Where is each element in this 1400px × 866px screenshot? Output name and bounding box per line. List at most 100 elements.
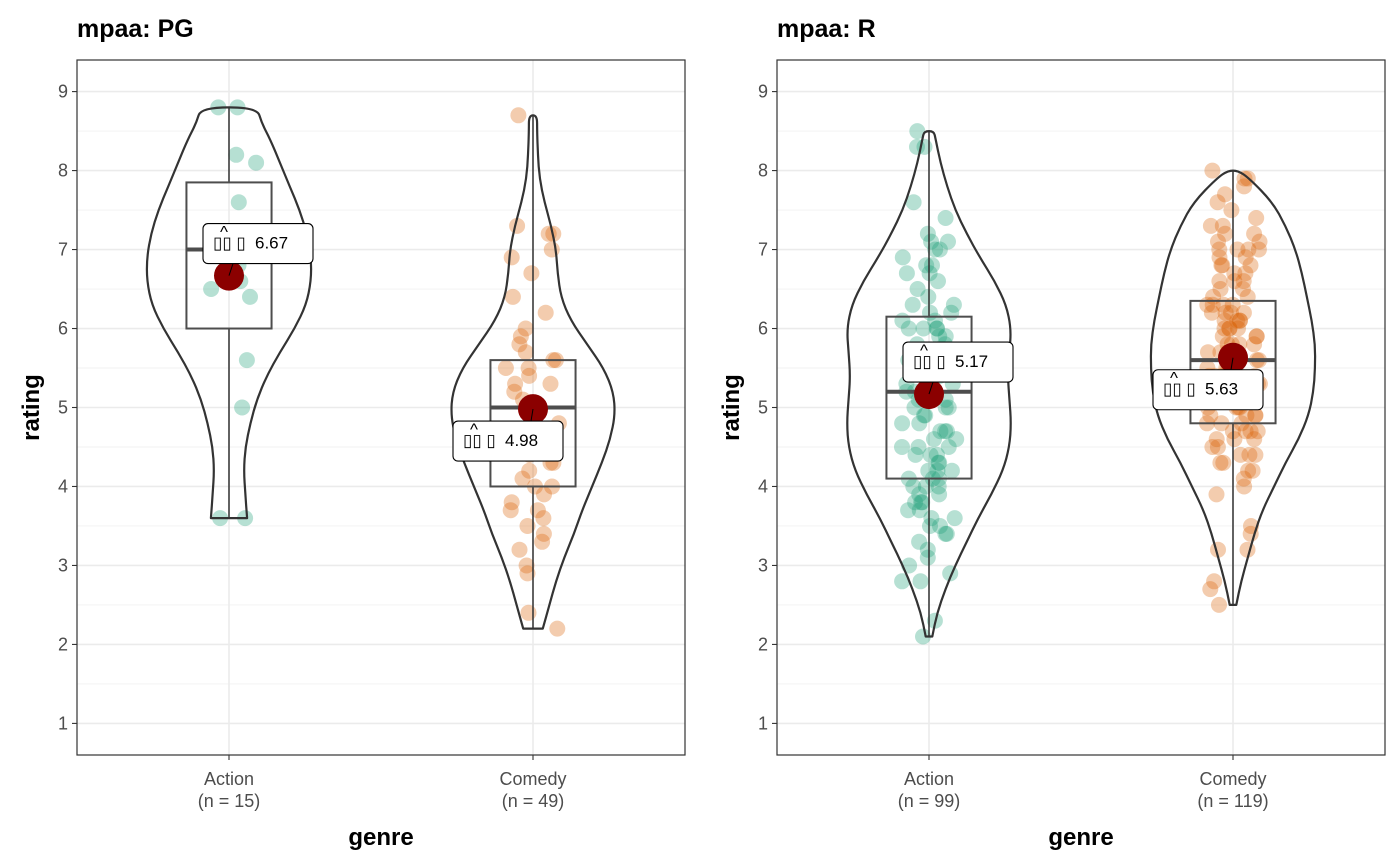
data-point <box>932 423 949 440</box>
data-point <box>1247 407 1264 424</box>
mean-label-hat: ^ <box>1170 369 1178 388</box>
data-point <box>924 257 940 274</box>
data-point <box>938 423 955 440</box>
mean-label-hat: ^ <box>920 341 928 360</box>
data-point <box>1236 178 1253 195</box>
data-point <box>922 518 938 534</box>
mean-label-leader <box>1230 357 1234 370</box>
data-point <box>1202 581 1219 598</box>
x-axis-title: genre <box>1048 824 1113 851</box>
y-tick-label: 6 <box>58 319 68 339</box>
data-point <box>549 620 566 637</box>
chart-title: mpaa: PG <box>77 15 194 43</box>
mean-label-hat: ^ <box>470 420 478 439</box>
y-tick-label: 1 <box>58 713 68 733</box>
data-point <box>1247 446 1264 463</box>
data-point <box>1246 431 1263 448</box>
data-point <box>937 423 954 440</box>
data-point <box>1212 454 1229 471</box>
data-point <box>910 439 927 455</box>
data-point <box>1211 596 1227 613</box>
data-point <box>1244 462 1261 479</box>
mean-label-box <box>902 341 1014 383</box>
y-tick-label: 4 <box>58 476 68 496</box>
data-point <box>918 257 935 274</box>
category-group-comedy: ▯▯ ▯^ 5.63 <box>1149 162 1317 613</box>
data-point <box>507 375 524 392</box>
data-point <box>1235 304 1252 321</box>
data-point <box>534 533 551 550</box>
data-point <box>930 478 947 495</box>
data-point <box>1237 265 1254 282</box>
mean-label-leader <box>928 381 934 395</box>
data-point <box>937 399 954 416</box>
data-point <box>1237 249 1254 266</box>
data-point <box>1203 304 1220 321</box>
x-tick-count: (n = 15) <box>198 791 261 811</box>
data-point <box>517 344 534 361</box>
data-point <box>1216 312 1233 329</box>
data-point <box>940 439 957 455</box>
y-tick-label: 9 <box>758 82 768 102</box>
x-tick-count: (n = 99) <box>898 791 961 811</box>
data-point <box>230 194 247 211</box>
data-point <box>535 525 552 542</box>
data-point <box>1215 454 1232 471</box>
x-tick-count: (n = 119) <box>1197 791 1268 811</box>
data-point <box>894 249 911 266</box>
data-point <box>1212 281 1229 297</box>
data-point <box>915 628 931 645</box>
data-point <box>916 407 932 424</box>
y-tick-label: 7 <box>58 240 68 260</box>
data-point <box>504 288 521 305</box>
data-point <box>1246 336 1263 353</box>
y-axis-title: rating <box>18 374 45 441</box>
data-point <box>1226 431 1243 448</box>
data-point <box>228 146 245 163</box>
data-point <box>242 288 258 305</box>
y-tick-label: 2 <box>58 634 68 654</box>
y-tick-label: 3 <box>758 555 768 575</box>
data-point <box>497 360 514 376</box>
data-point <box>912 573 929 590</box>
data-point <box>945 296 962 313</box>
data-point <box>1239 288 1256 305</box>
x-tick-label: Action <box>904 769 954 789</box>
data-point <box>1241 446 1258 463</box>
data-point <box>948 431 965 448</box>
data-point <box>900 502 917 519</box>
mean-label-hat: ^ <box>220 223 228 242</box>
data-point <box>521 367 538 384</box>
data-point <box>1216 320 1233 337</box>
y-tick-label: 5 <box>758 398 768 418</box>
data-point <box>1237 423 1254 440</box>
data-point <box>1204 439 1221 455</box>
data-point <box>1211 241 1228 258</box>
data-point <box>1214 257 1231 274</box>
mean-label-symbol: ▯▯ ▯ <box>913 352 946 371</box>
data-point <box>1209 194 1226 211</box>
data-point <box>510 107 527 124</box>
data-point <box>894 439 910 455</box>
data-point <box>1214 328 1231 345</box>
data-point <box>1221 320 1238 337</box>
mean-label-value: 5.17 <box>955 352 988 371</box>
data-point <box>1217 186 1233 203</box>
data-point <box>517 320 534 337</box>
data-point <box>937 328 954 345</box>
data-point <box>1235 273 1252 290</box>
data-point <box>1235 470 1252 487</box>
data-point <box>907 446 924 463</box>
data-point <box>1213 257 1230 274</box>
data-point <box>1221 320 1238 337</box>
data-point <box>904 296 921 313</box>
data-point <box>1236 478 1253 495</box>
data-point <box>928 320 945 337</box>
data-point <box>930 273 946 290</box>
x-tick-label: Action <box>204 769 254 789</box>
data-point <box>1226 273 1243 290</box>
data-point <box>1248 328 1265 345</box>
data-point <box>911 502 928 519</box>
data-point <box>907 494 924 511</box>
